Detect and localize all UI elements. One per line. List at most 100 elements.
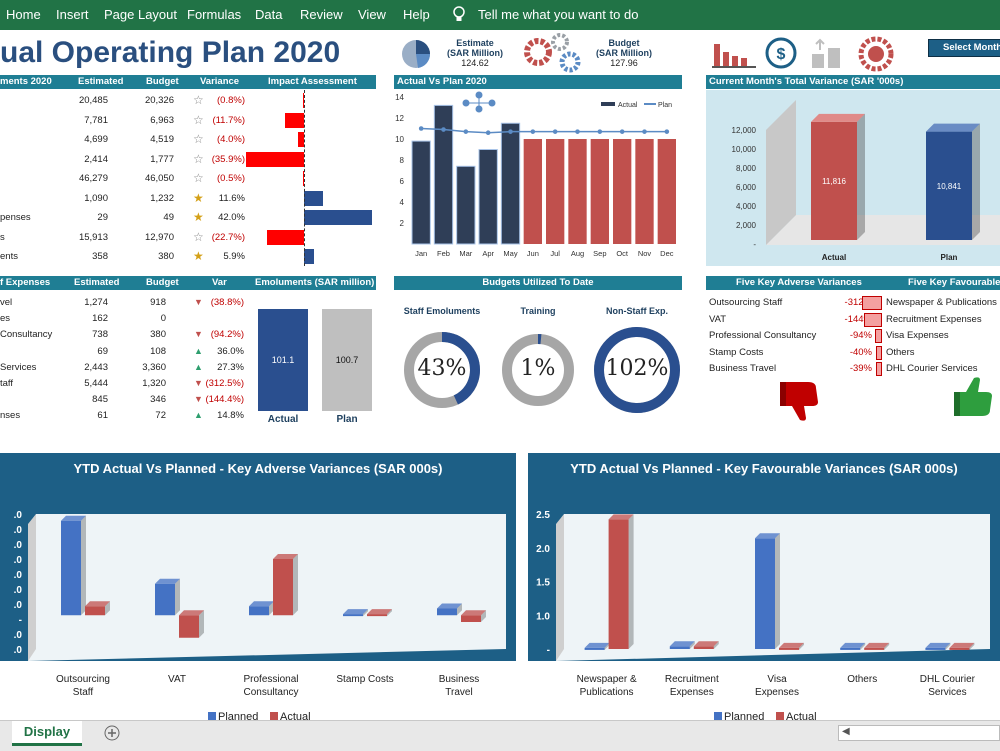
nonstaff-table-header: f Expenses Estimated Budget Var Emolumen… bbox=[0, 276, 376, 290]
table-row-estimated: 1,090 bbox=[84, 192, 108, 204]
y-tick-label: .0 bbox=[14, 555, 23, 566]
table-row-budget: 12,970 bbox=[144, 231, 174, 243]
y-tick-label: - bbox=[547, 645, 550, 656]
down-arrow-icon: ▼ bbox=[194, 329, 203, 340]
y-tick-label: 2.0 bbox=[536, 544, 550, 555]
star-icon: ★ bbox=[193, 190, 204, 205]
page-title: ual Operating Plan 2020 bbox=[0, 36, 341, 69]
table-row-variance: (35.9%) bbox=[211, 153, 245, 165]
favourable-bar bbox=[875, 329, 882, 344]
star-icon: ☆ bbox=[193, 229, 204, 244]
budgets-utilized-header: Budgets Utilized To Date bbox=[394, 276, 682, 290]
table-row-variance: 42.0% bbox=[218, 212, 245, 223]
y-tick-label: .0 bbox=[14, 525, 23, 536]
select-month-button[interactable]: Select Month bbox=[928, 39, 1000, 57]
favourable-item-name: Recruitment Expenses bbox=[886, 313, 982, 325]
x-tick-label: Feb bbox=[437, 249, 450, 258]
variance-bar bbox=[926, 131, 972, 240]
y-tick-label: 6,000 bbox=[736, 183, 757, 192]
tab-insert[interactable]: Insert bbox=[56, 7, 89, 22]
legend-actual-swatch bbox=[270, 712, 278, 720]
plan-point bbox=[575, 129, 580, 134]
table-row-estimated: 845 bbox=[92, 394, 108, 406]
table-row-estimated: 358 bbox=[92, 251, 108, 262]
tab-view[interactable]: View bbox=[358, 7, 386, 22]
tab-data[interactable]: Data bbox=[255, 7, 283, 22]
table-row-estimated: 69 bbox=[97, 345, 108, 357]
tell-me-search[interactable]: Tell me what you want to do bbox=[478, 7, 639, 22]
table-row-budget: 0 bbox=[160, 313, 166, 325]
donut-chart bbox=[404, 332, 480, 408]
bar-top bbox=[693, 641, 719, 647]
add-sheet-icon[interactable] bbox=[104, 725, 120, 741]
donut-title: Training bbox=[520, 306, 556, 316]
pie-chart-icon bbox=[402, 40, 431, 68]
table-row-variance: 14.8% bbox=[217, 410, 244, 422]
x-tick-label: Nov bbox=[638, 249, 652, 258]
tab-review[interactable]: Review bbox=[300, 7, 343, 22]
actual-bar bbox=[693, 646, 714, 649]
x-category-label: Visa bbox=[767, 674, 787, 685]
bar-side bbox=[105, 601, 110, 616]
x-category-label: Travel bbox=[445, 687, 472, 698]
table-row-budget: 918 bbox=[150, 297, 166, 308]
table-row-estimated: 738 bbox=[92, 329, 108, 341]
donut-chart bbox=[594, 327, 680, 413]
current-variance-chart: 12,000 10,000 8,000 6,000 4,000 2,000 - 11,816 A… bbox=[706, 90, 1000, 266]
table-row-name: es bbox=[0, 313, 11, 325]
thumbs-down-icon bbox=[780, 382, 818, 421]
horizontal-scrollbar[interactable] bbox=[838, 725, 1000, 741]
donut-progress bbox=[502, 334, 574, 406]
plan-point bbox=[642, 129, 647, 134]
table-row-name: vel bbox=[0, 297, 13, 308]
y-tick-label: 10 bbox=[395, 135, 404, 144]
tab-home[interactable]: Home bbox=[6, 7, 41, 22]
bar-side bbox=[199, 610, 204, 638]
scroll-left-icon[interactable]: ◀ bbox=[842, 726, 850, 737]
variance-header: Current Month's Total Variance (SAR '000… bbox=[706, 75, 1000, 89]
legend-planned-swatch bbox=[208, 712, 216, 720]
x-category-label: Business bbox=[439, 674, 480, 685]
impact-axis bbox=[304, 90, 305, 266]
star-icon: ☆ bbox=[193, 151, 204, 166]
up-arrow-icon: ▲ bbox=[194, 361, 203, 372]
table-row-variance: (38.8%) bbox=[210, 297, 244, 308]
bar-side bbox=[884, 642, 890, 650]
emol-actual-label: Actual bbox=[267, 414, 299, 425]
plan-line bbox=[421, 127, 667, 134]
table-row-name: penses bbox=[0, 212, 31, 223]
favourable-bar bbox=[862, 296, 882, 310]
planned-bar bbox=[343, 614, 363, 617]
table-row-estimated: 46,279 bbox=[78, 173, 108, 184]
bar-side bbox=[81, 515, 86, 616]
table-row-budget: 4,519 bbox=[150, 134, 174, 145]
impact-bar bbox=[285, 112, 304, 128]
table-row-variance: (312.5%) bbox=[205, 378, 244, 389]
adverse-item-value: -40% bbox=[849, 346, 872, 358]
x-category-label: Newspaper & bbox=[577, 674, 637, 685]
x-tick-label: Mar bbox=[459, 249, 472, 258]
plan-point bbox=[463, 129, 469, 134]
table-row-variance: 11.6% bbox=[218, 192, 245, 204]
y-tick-label: 8,000 bbox=[736, 164, 757, 173]
table-row-estimated: 7,781 bbox=[84, 114, 108, 126]
plot-side-wall bbox=[28, 514, 36, 661]
star-icon: ☆ bbox=[193, 112, 204, 127]
plan-point bbox=[418, 126, 424, 131]
gears-icon bbox=[524, 33, 581, 73]
table-row-budget: 3,360 bbox=[142, 361, 166, 373]
y-tick-label: .0 bbox=[14, 540, 23, 551]
tab-help[interactable]: Help bbox=[403, 7, 430, 22]
tab-formulas[interactable]: Formulas bbox=[187, 7, 242, 22]
y-tick-label: 14 bbox=[395, 93, 404, 102]
tab-page-layout[interactable]: Page Layout bbox=[104, 7, 178, 22]
bar-side bbox=[775, 533, 780, 649]
emol-plan-bar: 100.7 bbox=[322, 309, 372, 411]
y-tick-label: .0 bbox=[14, 630, 23, 641]
bar-top bbox=[949, 642, 975, 648]
actual-bar bbox=[590, 139, 609, 244]
table-row-variance: (0.5%) bbox=[217, 173, 245, 184]
sheet-tab-display[interactable]: Display bbox=[12, 721, 82, 746]
y-tick-label: 2 bbox=[400, 219, 405, 228]
thumbs-up-icon bbox=[954, 377, 992, 416]
